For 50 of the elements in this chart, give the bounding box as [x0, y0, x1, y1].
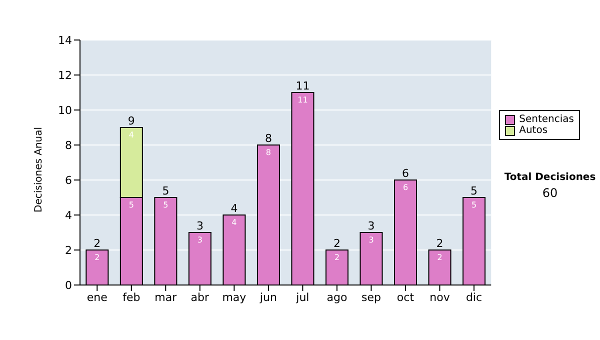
x-tick-label: dic: [466, 290, 482, 304]
total-label: 8: [264, 132, 272, 145]
x-tick-label: jul: [295, 290, 310, 304]
text: Total Decisiones: [503, 172, 597, 183]
x-tick-label: abr: [190, 290, 210, 304]
legend-label: Autos: [519, 125, 548, 136]
data-label: 8: [266, 148, 272, 157]
total-label: 2: [333, 237, 340, 250]
total-label: 4: [230, 202, 238, 215]
y-tick-label: 4: [65, 208, 72, 222]
total-label: 11: [296, 80, 310, 92]
total-label: 3: [368, 220, 375, 232]
y-tick-label: 10: [58, 104, 72, 117]
total-label: 2: [436, 237, 444, 250]
data-label: 4: [128, 130, 134, 140]
data-label: 3: [197, 236, 202, 244]
x-tick-label: may: [222, 290, 247, 304]
total-label: 9: [128, 114, 135, 128]
x-tick-label: nov: [430, 290, 450, 304]
x-tick-label: feb: [122, 290, 140, 304]
x-tick-label: sep: [361, 290, 381, 304]
data-label: 6: [402, 183, 408, 192]
data-label: 4: [232, 218, 237, 227]
data-label: 2: [437, 253, 442, 262]
total-label: 2: [94, 237, 101, 250]
total-label: 5: [470, 184, 478, 198]
y-tick-label: 12: [58, 68, 72, 82]
data-label: 2: [94, 253, 100, 262]
data-label: 5: [471, 200, 477, 210]
data-label: 5: [163, 200, 168, 210]
legend-label: Sentencias: [519, 114, 574, 125]
total-label: 3: [196, 220, 204, 232]
y-tick-label: 2: [65, 244, 72, 257]
total-label: 5: [162, 184, 170, 198]
data-label: 11: [298, 96, 308, 104]
x-tick-label: ene: [86, 290, 108, 304]
y-tick-label: 8: [65, 138, 72, 152]
y-tick-label: 0: [65, 278, 72, 292]
text: 60: [541, 186, 559, 200]
x-tick-label: oct: [396, 290, 415, 304]
x-tick-label: mar: [154, 290, 178, 304]
data-label: 5: [128, 200, 134, 210]
data-label: 2: [334, 253, 340, 262]
data-label: 3: [368, 236, 374, 244]
y-tick-label: 6: [65, 174, 72, 187]
y-tick-label: 14: [58, 34, 72, 47]
x-tick-label: ago: [326, 290, 348, 304]
total-label: 6: [402, 167, 410, 180]
x-tick-label: jun: [258, 290, 277, 304]
y-axis-title: Decisiones Anual: [34, 126, 45, 212]
